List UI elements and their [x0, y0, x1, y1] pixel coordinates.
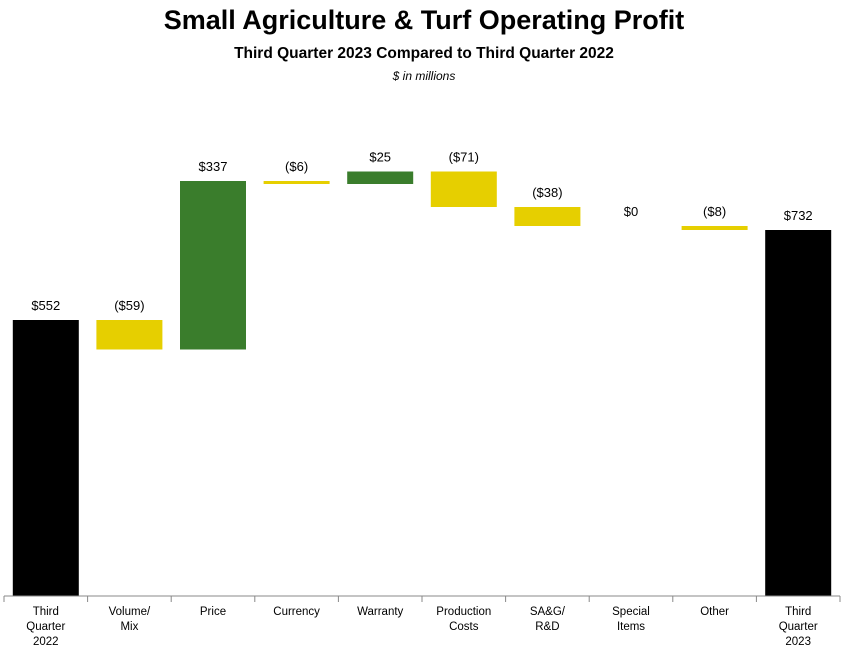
category-label-volume-mix: Volume/Mix: [109, 606, 151, 633]
category-label-line: Currency: [273, 606, 320, 618]
data-label-price: $337: [199, 159, 228, 174]
data-label-currency: ($6): [285, 159, 308, 174]
category-label-line: Special: [612, 606, 650, 618]
bar-saandg-randd: [514, 207, 581, 226]
category-label-line: R&D: [535, 621, 559, 633]
data-label-special-items: $0: [624, 204, 638, 219]
category-label-third-quarter-2022: Third Quarter 2022: [26, 606, 65, 648]
data-label-third-quarter-2022: $552: [31, 298, 60, 313]
bar-volume-mix: [96, 320, 163, 350]
category-label-line: Third: [785, 606, 811, 618]
bar-third-quarter-2022: [12, 320, 79, 596]
category-label-line: Warranty: [357, 606, 403, 618]
category-label-line: 2023: [785, 636, 811, 648]
category-label-currency: Currency: [273, 606, 320, 618]
category-label-warranty: Warranty: [357, 606, 403, 618]
category-label-line: Volume/: [109, 606, 151, 618]
category-label-line: Third: [33, 606, 59, 618]
bar-third-quarter-2023: [765, 230, 832, 596]
bar-other: [681, 226, 748, 230]
data-label-volume-mix: ($59): [114, 298, 144, 313]
category-label-line: Quarter: [26, 621, 65, 633]
bar-currency: [263, 181, 330, 184]
data-label-other: ($8): [703, 204, 726, 219]
bar-warranty: [347, 171, 414, 184]
bar-production-costs: [430, 171, 497, 207]
category-label-line: Quarter: [779, 621, 818, 633]
category-label-line: Mix: [120, 621, 138, 633]
category-label-line: 2022: [33, 636, 59, 648]
data-label-saandg-randd: ($38): [532, 185, 562, 200]
chart-subtitle: Third Quarter 2023 Compared to Third Qua…: [234, 45, 614, 62]
category-label-third-quarter-2023: Third Quarter 2023: [779, 606, 818, 648]
category-label-special-items: Special Items: [612, 606, 650, 633]
category-label-line: Other: [700, 606, 729, 618]
category-label-production-costs: Production Costs: [436, 606, 491, 633]
bar-price: [180, 181, 246, 350]
chart-units-note: $ in millions: [392, 69, 456, 83]
category-label-line: Production: [436, 606, 491, 618]
data-label-production-costs: ($71): [449, 150, 479, 165]
category-label-line: SA&G/: [530, 606, 566, 618]
category-label-price: Price: [200, 606, 226, 618]
data-label-third-quarter-2023: $732: [784, 208, 813, 223]
data-label-warranty: $25: [369, 150, 391, 165]
category-label-line: Costs: [449, 621, 479, 633]
category-label-line: Items: [617, 621, 645, 633]
category-label-other: Other: [700, 606, 729, 618]
category-label-saandg-randd: SA&G/R&D: [530, 606, 566, 633]
category-label-line: Price: [200, 606, 226, 618]
chart-title: Small Agriculture & Turf Operating Profi…: [163, 5, 685, 35]
